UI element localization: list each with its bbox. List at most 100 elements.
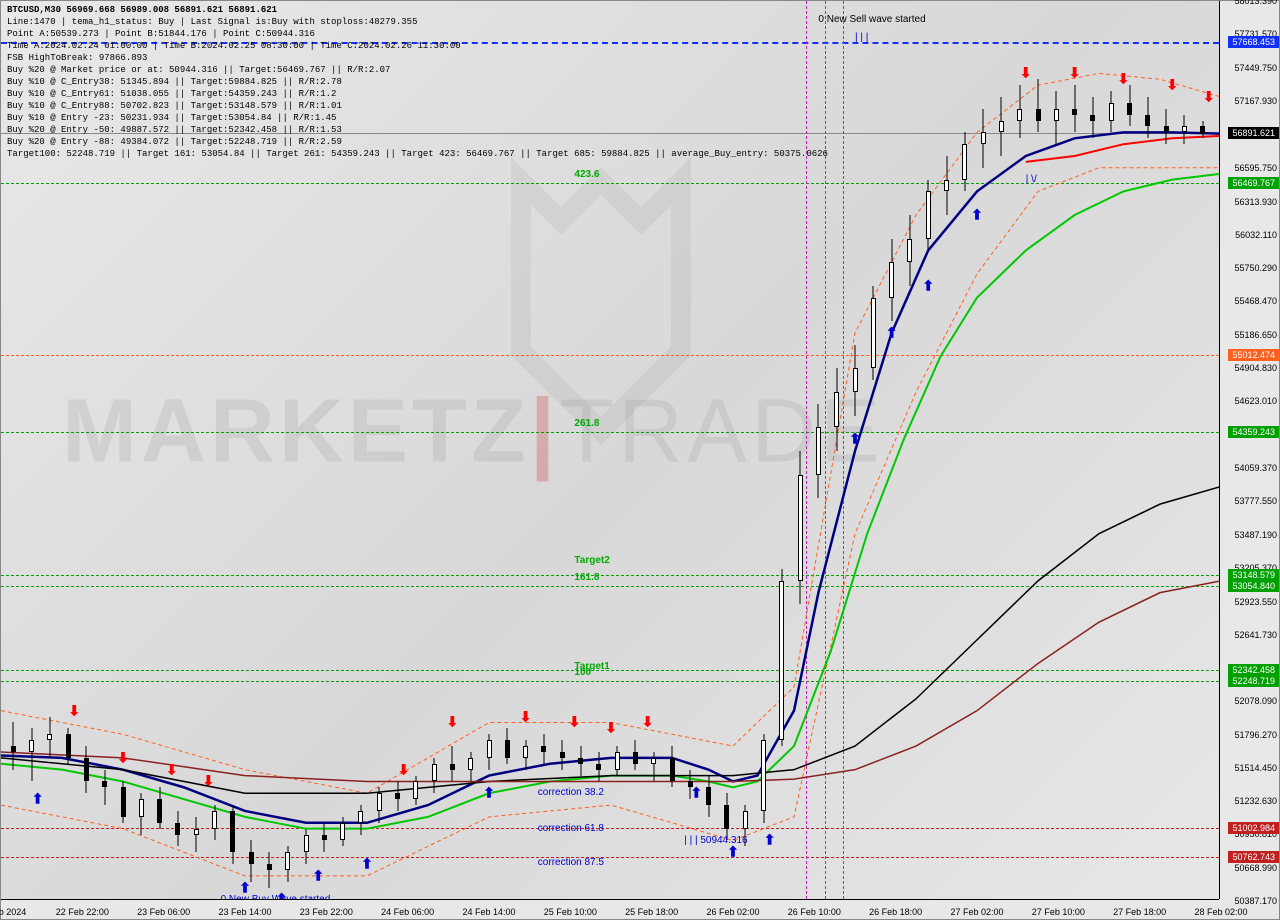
buy-arrow-icon: ⬆ bbox=[886, 325, 898, 342]
buy-arrow-icon: ⬆ bbox=[691, 785, 703, 802]
y-tick-label: 51796.270 bbox=[1234, 730, 1277, 740]
x-tick-label: 23 Feb 14:00 bbox=[218, 907, 271, 917]
info-line: Buy %20 @ Entry -88: 49384.072 || Target… bbox=[7, 137, 342, 147]
buy-arrow-icon: ⬆ bbox=[483, 785, 495, 802]
chart-area[interactable]: MARKETZ|TRADE ⬆⬇⬇⬇⬇⬆⬆⬆⬆⬇⬇⬆⬇⬇⬇⬇⬆⬆⬆⬆⬆⬆⬆⬇⬇⬇… bbox=[1, 1, 1219, 899]
buy-arrow-icon: ⬆ bbox=[361, 856, 373, 873]
price-tag: 55012.474 bbox=[1228, 349, 1279, 361]
chart-annotation: 0 New Sell wave started bbox=[818, 14, 925, 25]
x-tick-label: 27 Feb 02:00 bbox=[950, 907, 1003, 917]
y-tick-label: 57167.930 bbox=[1234, 96, 1277, 106]
y-tick-label: 58013.390 bbox=[1234, 0, 1277, 6]
sell-arrow-icon: ⬇ bbox=[1203, 88, 1215, 105]
y-tick-label: 55186.650 bbox=[1234, 330, 1277, 340]
sell-arrow-icon: ⬇ bbox=[398, 761, 410, 778]
y-tick-label: 57449.750 bbox=[1234, 63, 1277, 73]
x-tick-label: 23 Feb 06:00 bbox=[137, 907, 190, 917]
sell-arrow-icon: ⬇ bbox=[203, 773, 215, 790]
chart-annotation: | | | bbox=[855, 32, 868, 43]
chart-annotation: correction 38.2 bbox=[538, 787, 604, 798]
info-line: Target100: 52248.719 || Target 161: 5305… bbox=[7, 149, 828, 159]
x-tick-label: 24 Feb 14:00 bbox=[462, 907, 515, 917]
sell-arrow-icon: ⬇ bbox=[1118, 71, 1130, 88]
fib-label: 261.8 bbox=[574, 418, 599, 429]
x-tick-label: 25 Feb 18:00 bbox=[625, 907, 678, 917]
y-tick-label: 54904.830 bbox=[1234, 363, 1277, 373]
sell-arrow-icon: ⬇ bbox=[1069, 65, 1081, 82]
x-tick-label: 24 Feb 06:00 bbox=[381, 907, 434, 917]
info-line: FSB HighToBreak: 97866.893 bbox=[7, 53, 147, 63]
sell-arrow-icon: ⬇ bbox=[166, 761, 178, 778]
buy-arrow-icon: ⬆ bbox=[849, 431, 861, 448]
info-line: Buy %20 @ Market price or at: 50944.316 … bbox=[7, 65, 390, 75]
sell-arrow-icon: ⬇ bbox=[117, 749, 129, 766]
x-tick-label: 25 Feb 10:00 bbox=[544, 907, 597, 917]
price-tag: 52248.719 bbox=[1228, 675, 1279, 687]
x-tick-label: 26 Feb 18:00 bbox=[869, 907, 922, 917]
x-tick-label: 22 Feb 22:00 bbox=[56, 907, 109, 917]
y-tick-label: 53487.190 bbox=[1234, 530, 1277, 540]
chart-annotation: | | | 50944.316 bbox=[684, 835, 747, 846]
y-tick-label: 55468.470 bbox=[1234, 296, 1277, 306]
fib-label: 100 bbox=[574, 667, 591, 678]
symbol-header: BTCUSD,M30 56969.668 56989.008 56891.621… bbox=[7, 5, 277, 15]
chart-annotation: correction 87.5 bbox=[538, 857, 604, 868]
buy-arrow-icon: ⬆ bbox=[971, 207, 983, 224]
price-tag: 56891.621 bbox=[1228, 127, 1279, 139]
y-tick-label: 54059.370 bbox=[1234, 463, 1277, 473]
y-tick-label: 50387.170 bbox=[1234, 896, 1277, 906]
info-line: Buy %10 @ C_Entry61: 51038.055 || Target… bbox=[7, 89, 336, 99]
y-tick-label: 56313.930 bbox=[1234, 197, 1277, 207]
buy-arrow-icon: ⬆ bbox=[312, 867, 324, 884]
y-tick-label: 52923.550 bbox=[1234, 597, 1277, 607]
x-tick-label: 27 Feb 18:00 bbox=[1113, 907, 1166, 917]
info-line: Time A:2024.02.24 01:00:00 | Time B:2024… bbox=[7, 41, 461, 51]
info-line: Buy %10 @ C_Entry38: 51345.894 || Target… bbox=[7, 77, 342, 87]
y-tick-label: 51514.450 bbox=[1234, 763, 1277, 773]
info-line: Buy %20 @ Entry -50: 49887.572 || Target… bbox=[7, 125, 342, 135]
sell-arrow-icon: ⬇ bbox=[1166, 77, 1178, 94]
buy-arrow-icon: ⬆ bbox=[727, 844, 739, 861]
y-tick-label: 53777.550 bbox=[1234, 496, 1277, 506]
y-tick-label: 56595.750 bbox=[1234, 163, 1277, 173]
chart-container: MARKETZ|TRADE ⬆⬇⬇⬇⬇⬆⬆⬆⬆⬇⬇⬆⬇⬇⬇⬇⬆⬆⬆⬆⬆⬆⬆⬇⬇⬇… bbox=[0, 0, 1280, 920]
x-tick-label: 26 Feb 02:00 bbox=[706, 907, 759, 917]
sell-arrow-icon: ⬇ bbox=[68, 702, 80, 719]
info-line: Point A:50539.273 | Point B:51844.176 | … bbox=[7, 29, 315, 39]
buy-arrow-icon: ⬆ bbox=[32, 791, 44, 808]
y-tick-label: 54623.010 bbox=[1234, 396, 1277, 406]
sell-arrow-icon: ⬇ bbox=[1020, 65, 1032, 82]
sell-arrow-icon: ⬇ bbox=[520, 708, 532, 725]
x-tick-label: 23 Feb 22:00 bbox=[300, 907, 353, 917]
sell-arrow-icon: ⬇ bbox=[569, 714, 581, 731]
price-tag: 54359.243 bbox=[1228, 426, 1279, 438]
buy-arrow-icon: ⬆ bbox=[764, 832, 776, 849]
y-tick-label: 52078.090 bbox=[1234, 696, 1277, 706]
info-line: Buy %10 @ C_Entry88: 50702.823 || Target… bbox=[7, 101, 342, 111]
sell-arrow-icon: ⬇ bbox=[605, 720, 617, 737]
chart-annotation: correction 61.8 bbox=[538, 823, 604, 834]
price-tag: 56469.767 bbox=[1228, 177, 1279, 189]
buy-arrow-icon: ⬆ bbox=[922, 277, 934, 294]
watermark-logo bbox=[1, 1, 1221, 901]
sell-arrow-icon: ⬇ bbox=[642, 714, 654, 731]
y-axis: 58013.39057731.57057449.75057167.9305688… bbox=[1219, 1, 1279, 899]
y-tick-label: 51232.630 bbox=[1234, 796, 1277, 806]
sell-arrow-icon: ⬇ bbox=[447, 714, 459, 731]
y-tick-label: 52641.730 bbox=[1234, 630, 1277, 640]
info-line: Buy %10 @ Entry -23: 50231.934 || Target… bbox=[7, 113, 336, 123]
price-tag: 51002.984 bbox=[1228, 822, 1279, 834]
x-tick-label: 28 Feb 02:00 bbox=[1194, 907, 1247, 917]
y-tick-label: 56032.110 bbox=[1235, 230, 1277, 240]
fib-label: Target2 bbox=[574, 555, 609, 566]
fib-label: 161.8 bbox=[574, 572, 599, 583]
info-line: Line:1470 | tema_h1_status: Buy | Last S… bbox=[7, 17, 417, 27]
price-tag: 53054.840 bbox=[1228, 580, 1279, 592]
y-tick-label: 55750.290 bbox=[1234, 263, 1277, 273]
price-tag: 57668.453 bbox=[1228, 36, 1279, 48]
chart-annotation: | \/ bbox=[1026, 174, 1037, 185]
price-tag: 50762.743 bbox=[1228, 851, 1279, 863]
x-tick-label: 26 Feb 10:00 bbox=[788, 907, 841, 917]
x-tick-label: 27 Feb 10:00 bbox=[1032, 907, 1085, 917]
moving-averages bbox=[1, 1, 1221, 901]
